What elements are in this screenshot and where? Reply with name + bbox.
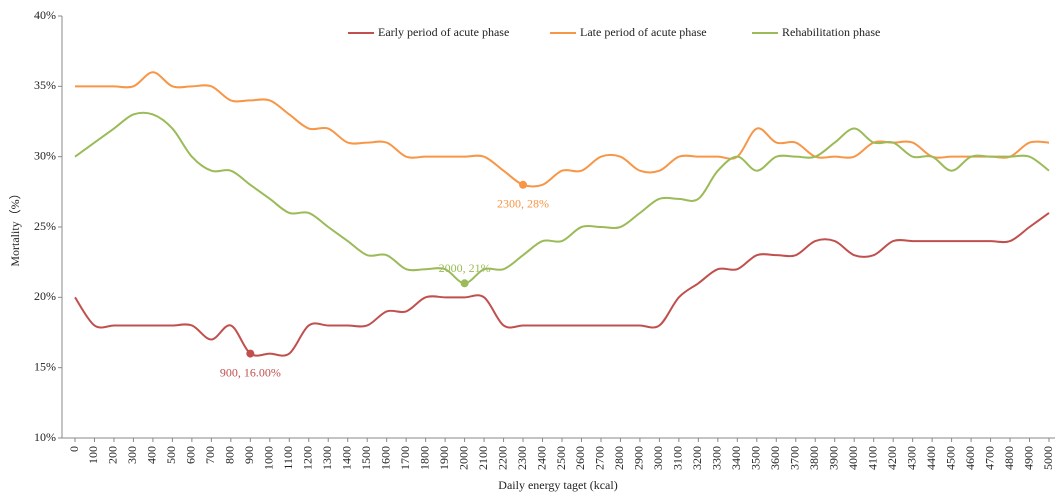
annotation-point xyxy=(460,279,469,288)
x-tick-label: 3000 xyxy=(651,446,665,470)
x-tick-label: 900 xyxy=(242,446,256,464)
x-tick-label: 1100 xyxy=(281,446,295,470)
y-tick-label: 35% xyxy=(34,78,56,92)
x-tick-label: 2400 xyxy=(534,446,548,470)
annotation-label: 2000, 21% xyxy=(439,261,491,275)
x-tick-label: 4800 xyxy=(1002,446,1016,470)
x-tick-label: 1900 xyxy=(437,446,451,470)
x-tick-label: 1600 xyxy=(378,446,392,470)
y-axis-label: Mortality（%） xyxy=(8,187,22,266)
x-tick-label: 2900 xyxy=(632,446,646,470)
series-line xyxy=(75,71,1050,188)
annotation-label: 2300, 28% xyxy=(497,197,549,211)
x-tick-label: 4900 xyxy=(1021,446,1035,470)
x-tick-label: 3800 xyxy=(807,446,821,470)
x-tick-label: 3300 xyxy=(710,446,724,470)
legend-label: Rehabilitation phase xyxy=(782,25,880,39)
x-tick-label: 3900 xyxy=(826,446,840,470)
x-tick-label: 600 xyxy=(184,446,198,464)
x-tick-label: 400 xyxy=(145,446,159,464)
x-tick-label: 2500 xyxy=(554,446,568,470)
x-tick-label: 3100 xyxy=(671,446,685,470)
x-tick-label: 2600 xyxy=(573,446,587,470)
x-tick-label: 4000 xyxy=(846,446,860,470)
x-tick-label: 1800 xyxy=(417,446,431,470)
x-tick-label: 4100 xyxy=(865,446,879,470)
x-tick-label: 2100 xyxy=(476,446,490,470)
x-tick-label: 1400 xyxy=(339,446,353,470)
x-tick-label: 1200 xyxy=(301,446,315,470)
x-tick-label: 2300 xyxy=(515,446,529,470)
x-tick-label: 3400 xyxy=(729,446,743,470)
x-axis-label: Daily energy taget (kcal) xyxy=(498,478,617,492)
annotation-point xyxy=(519,180,528,189)
x-tick-label: 3500 xyxy=(749,446,763,470)
x-tick-label: 4200 xyxy=(885,446,899,470)
x-tick-label: 5000 xyxy=(1041,446,1055,470)
y-tick-label: 25% xyxy=(34,219,56,233)
x-tick-label: 4600 xyxy=(963,446,977,470)
x-tick-label: 4400 xyxy=(924,446,938,470)
x-tick-label: 3200 xyxy=(690,446,704,470)
x-tick-label: 4500 xyxy=(943,446,957,470)
y-tick-label: 40% xyxy=(34,8,56,22)
x-tick-label: 700 xyxy=(203,446,217,464)
x-tick-label: 200 xyxy=(106,446,120,464)
y-tick-label: 20% xyxy=(34,289,56,303)
annotation-point xyxy=(246,349,255,358)
x-tick-label: 3700 xyxy=(788,446,802,470)
x-tick-label: 2200 xyxy=(495,446,509,470)
y-tick-label: 10% xyxy=(34,430,56,444)
x-tick-label: 100 xyxy=(86,446,100,464)
annotation-label: 900, 16.00% xyxy=(220,365,281,379)
x-tick-label: 4700 xyxy=(982,446,996,470)
x-tick-label: 1000 xyxy=(262,446,276,470)
y-tick-label: 15% xyxy=(34,359,56,373)
series-line xyxy=(74,111,1050,285)
x-tick-label: 300 xyxy=(125,446,139,464)
legend-label: Early period of acute phase xyxy=(378,25,509,39)
x-tick-label: 4300 xyxy=(904,446,918,470)
x-tick-label: 1300 xyxy=(320,446,334,470)
x-tick-label: 1500 xyxy=(359,446,373,470)
x-tick-label: 2700 xyxy=(593,446,607,470)
series-line xyxy=(74,212,1050,357)
x-tick-label: 2000 xyxy=(456,446,470,470)
x-tick-label: 800 xyxy=(223,446,237,464)
x-tick-label: 0 xyxy=(67,446,81,452)
x-tick-label: 1700 xyxy=(398,446,412,470)
x-tick-label: 500 xyxy=(164,446,178,464)
x-tick-label: 3600 xyxy=(768,446,782,470)
legend-label: Late period of acute phase xyxy=(580,25,707,39)
x-tick-label: 2800 xyxy=(612,446,626,470)
y-tick-label: 30% xyxy=(34,148,56,162)
